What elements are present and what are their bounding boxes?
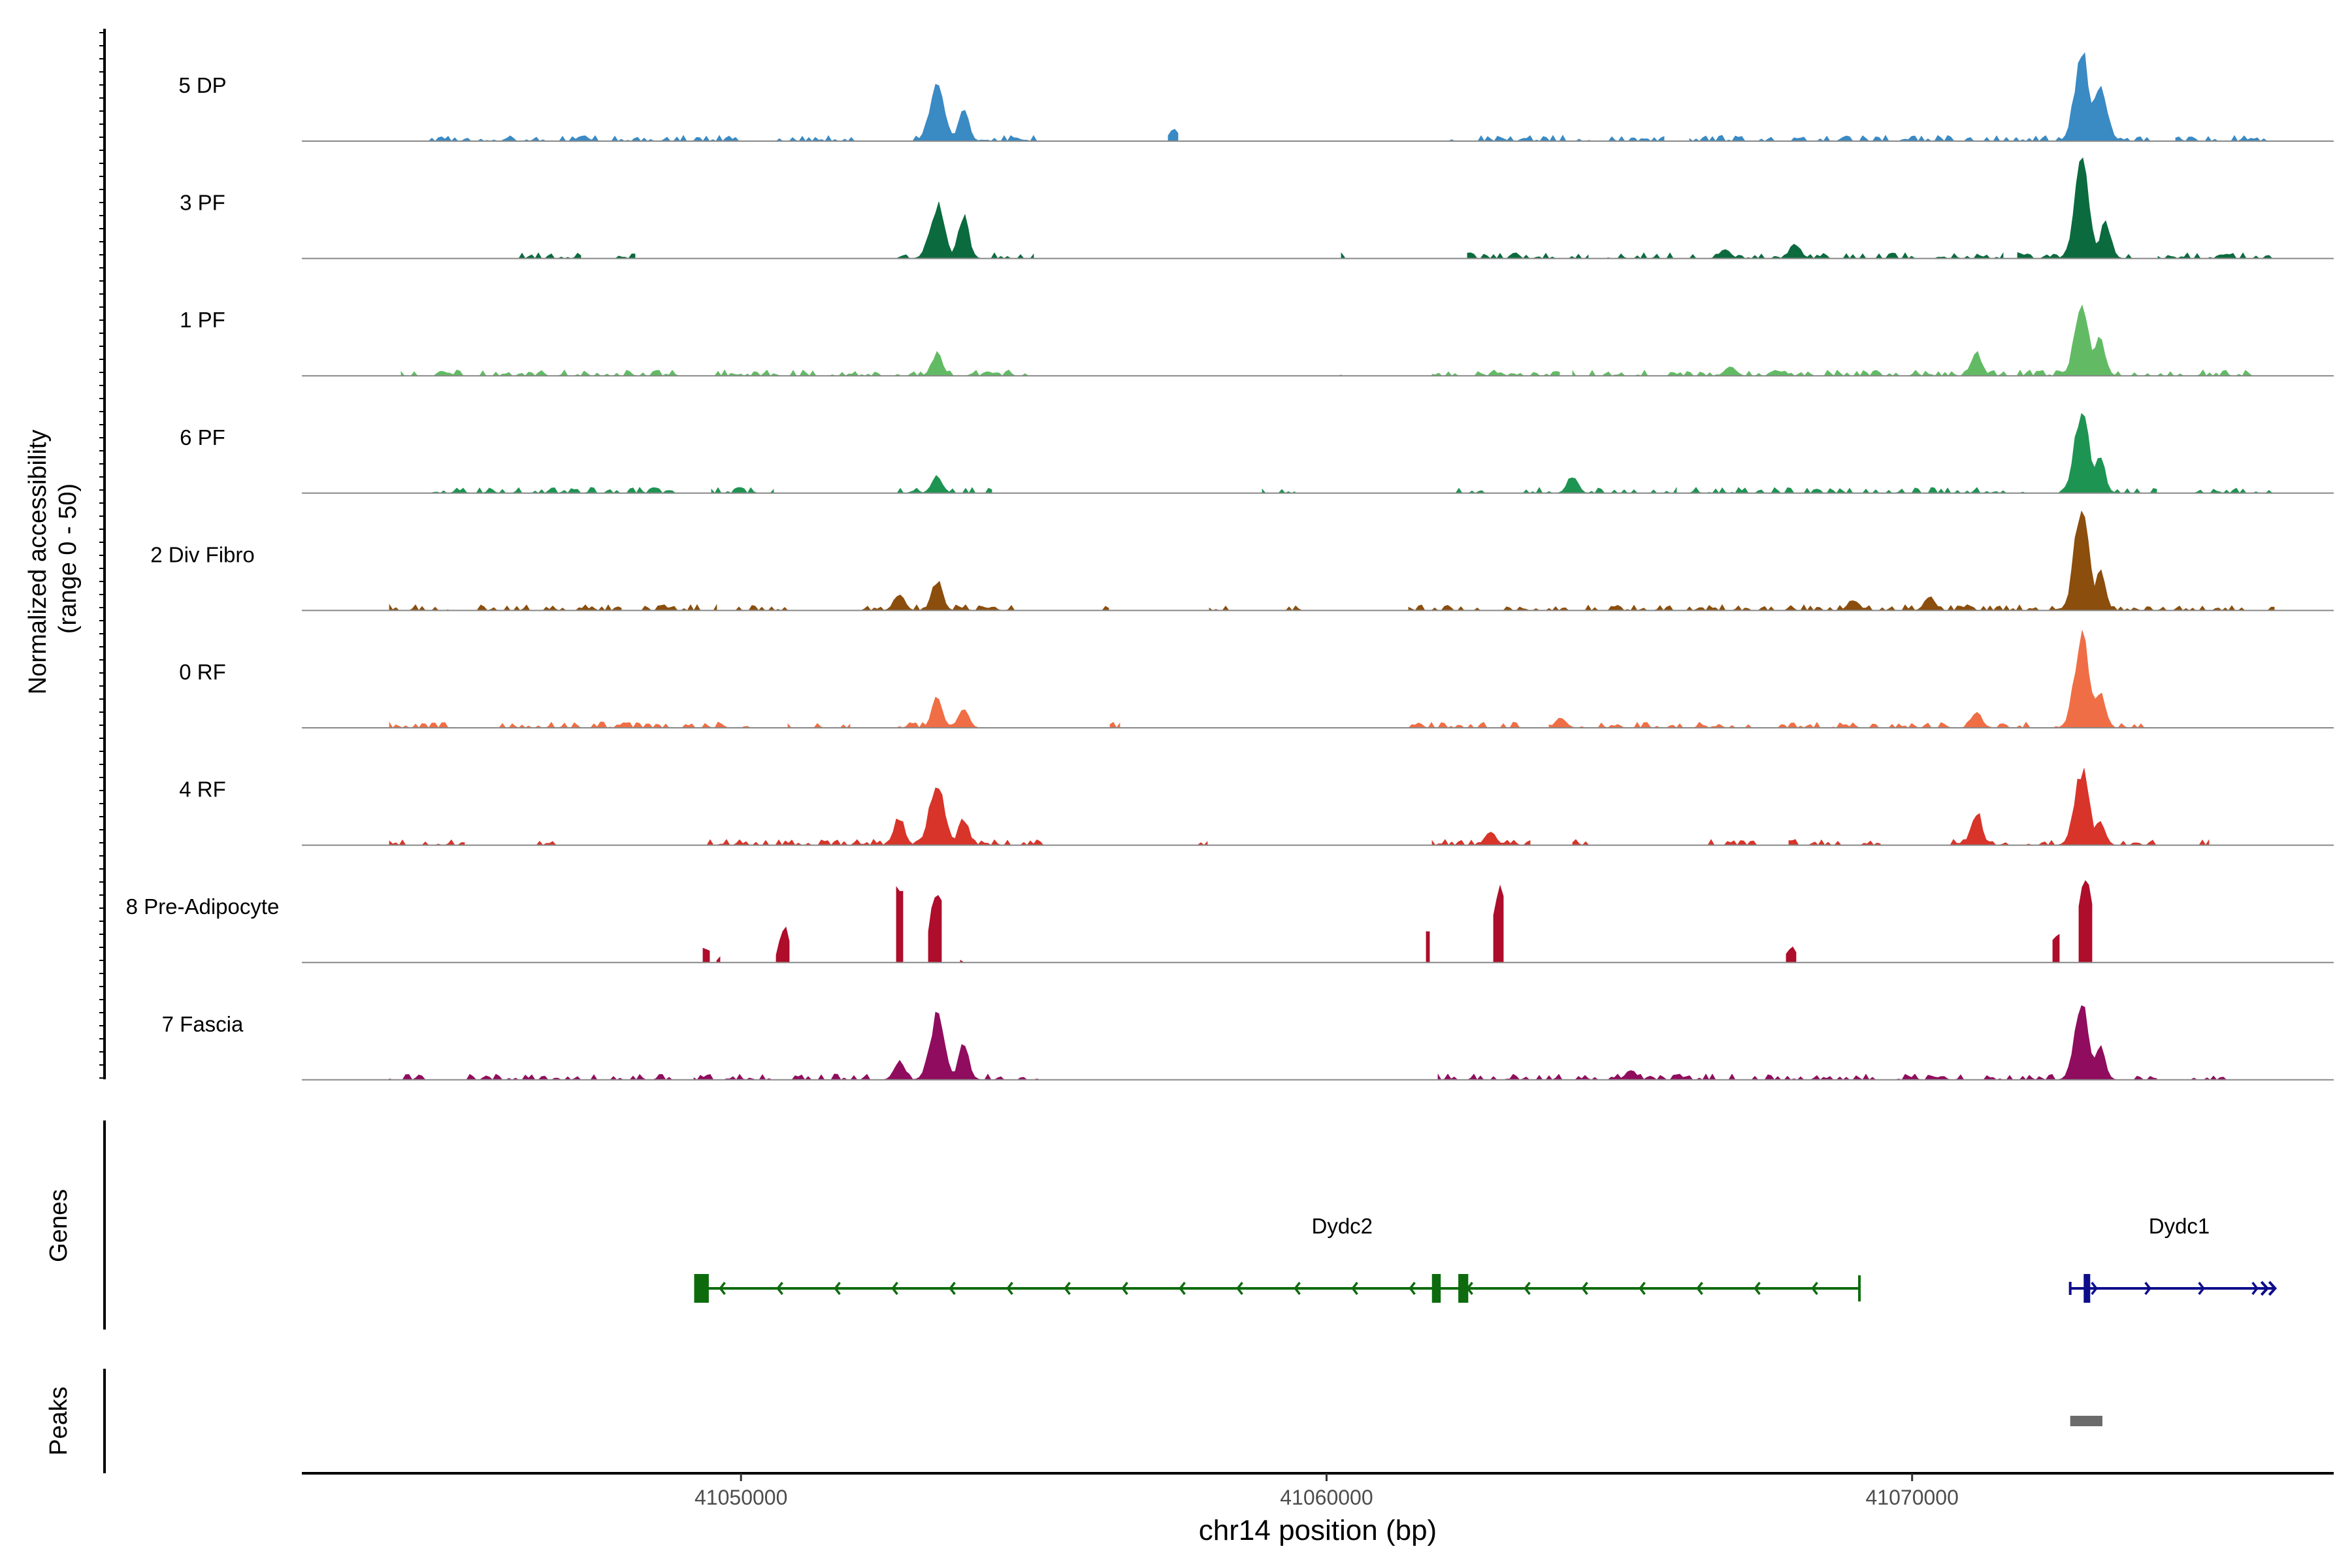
genes-panel: Dydc2 Dydc1: [694, 1214, 2278, 1303]
track-2-div-fibro: 2 Div Fibro: [150, 510, 2334, 612]
track-signal: [389, 510, 2275, 612]
track-signal: [389, 1005, 2233, 1081]
track-signal: [419, 52, 2274, 142]
y-axis-label-line1: Normalized accessibility: [24, 430, 52, 694]
strand-arrow: [834, 1281, 841, 1296]
track-signal: [518, 157, 2273, 259]
x-tick-label: 41060000: [1280, 1486, 1373, 1509]
strand-arrow: [1351, 1281, 1358, 1296]
track-1-pf: 1 PF: [180, 304, 2334, 377]
genes-label: Genes: [45, 1189, 73, 1262]
strand-arrow: [1121, 1281, 1128, 1296]
track-0-rf: 0 RF: [179, 630, 2334, 728]
track-5-dp: 5 DP: [178, 52, 2334, 142]
track-label: 4 RF: [179, 777, 226, 802]
gene-exon: [2083, 1274, 2091, 1303]
strand-arrow-end: [2268, 1281, 2278, 1296]
gene-exon: [694, 1274, 709, 1303]
track-label: 1 PF: [180, 308, 225, 332]
strand-arrow: [1811, 1281, 1818, 1296]
gene-dydc1: Dydc1: [2068, 1214, 2278, 1303]
y-axis-label: Normalized accessibility (range 0 - 50): [24, 423, 82, 694]
strand-arrow: [891, 1281, 898, 1296]
strand-arrow: [2144, 1281, 2151, 1296]
track-panel: 5 DP 3 PF 1 PF 6 PF 2 Div Fibro 0 RF 4 RF 8 Pre…: [126, 52, 2334, 1081]
track-label: 0 RF: [179, 660, 226, 684]
peaks-label: Peaks: [45, 1386, 73, 1456]
track-signal: [389, 630, 2145, 728]
strand-arrow: [1294, 1281, 1301, 1296]
track-label: 2 Div Fibro: [150, 542, 255, 566]
gene-exon: [1458, 1274, 1469, 1303]
track-label: 7 Fascia: [162, 1012, 244, 1036]
track-3-pf: 3 PF: [180, 157, 2334, 259]
x-tick-label: 41050000: [694, 1486, 787, 1509]
track-signal: [389, 768, 2210, 846]
x-tick-label: 41070000: [1866, 1486, 1959, 1509]
track-4-rf: 4 RF: [179, 768, 2334, 846]
peaks-panel: [2070, 1416, 2102, 1426]
track-signal: [702, 880, 2093, 963]
strand-arrow: [1064, 1281, 1071, 1296]
strand-arrow: [1524, 1281, 1531, 1296]
peak-region: [2070, 1416, 2102, 1426]
gene-label: Dydc2: [1311, 1214, 1373, 1238]
track-label: 3 PF: [180, 191, 225, 215]
strand-arrow: [776, 1281, 783, 1296]
strand-arrow: [1006, 1281, 1013, 1296]
gene-dydc2: Dydc2: [694, 1214, 1861, 1303]
strand-arrow: [1179, 1281, 1186, 1296]
strand-arrow: [1754, 1281, 1761, 1296]
strand-arrow: [2091, 1281, 2098, 1296]
track-label: 6 PF: [180, 425, 225, 449]
strand-arrow: [2198, 1281, 2205, 1296]
strand-arrow: [1639, 1281, 1646, 1296]
strand-arrow: [2251, 1281, 2259, 1296]
x-axis-label: chr14 position (bp): [1199, 1514, 1437, 1546]
gene-label: Dydc1: [2149, 1214, 2210, 1238]
gene-exon: [1431, 1274, 1441, 1303]
track-label: 5 DP: [178, 73, 226, 97]
strand-arrow: [1409, 1281, 1416, 1296]
y-axis-label-line2: (range 0 - 50): [54, 483, 82, 634]
track-label: 8 Pre-Adipocyte: [126, 894, 280, 919]
track-signal: [400, 304, 2262, 376]
strand-arrow: [949, 1281, 956, 1296]
strand-arrow-end: [2260, 1281, 2270, 1296]
track-8-pre-adipocyte: 8 Pre-Adipocyte: [126, 880, 2334, 964]
track-6-pf: 6 PF: [180, 413, 2334, 494]
strand-arrow: [1696, 1281, 1703, 1296]
strand-arrow: [719, 1281, 726, 1296]
track-7-fascia: 7 Fascia: [162, 1005, 2334, 1081]
track-signal: [430, 413, 2274, 494]
x-axis-ticks: 41050000 41060000 41070000: [694, 1473, 1959, 1509]
strand-arrow: [1236, 1281, 1243, 1296]
strand-arrow: [1581, 1281, 1588, 1296]
